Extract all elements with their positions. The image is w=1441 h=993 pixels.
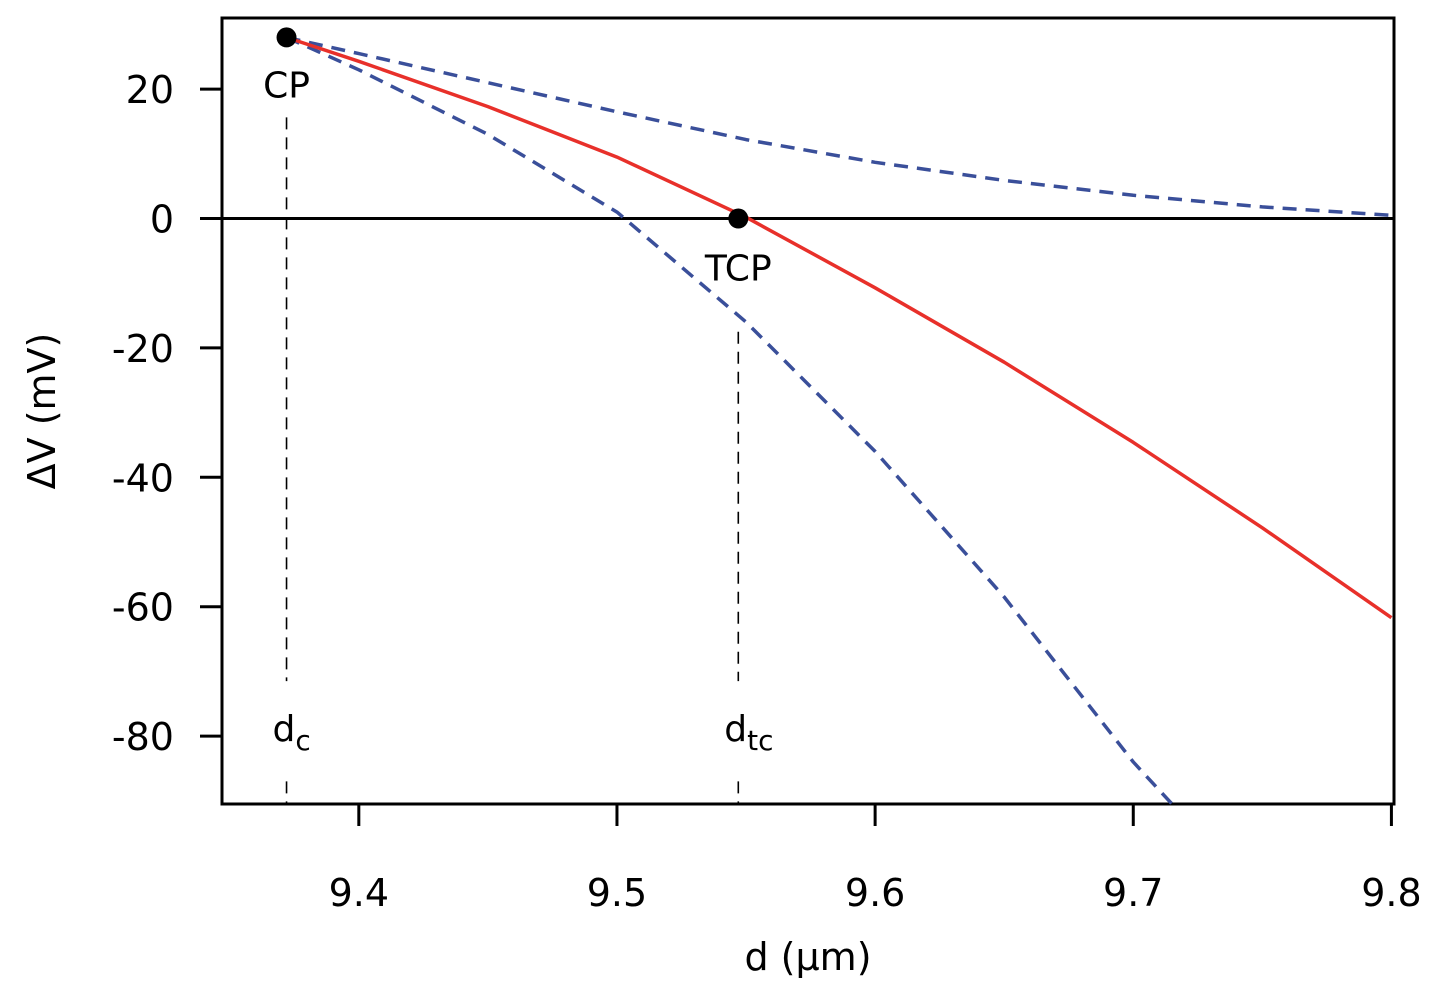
y-tick-label: -60 xyxy=(112,586,174,630)
x-axis-title: d (μm) xyxy=(744,935,871,979)
y-tick-label: 0 xyxy=(150,198,174,242)
y-tick-label: -80 xyxy=(112,715,174,759)
vline-label-main: d xyxy=(273,709,296,750)
y-tick-label: -20 xyxy=(112,327,174,371)
x-tick-label: 9.7 xyxy=(1103,871,1163,915)
y-axis-title: ΔV (mV) xyxy=(20,333,64,490)
series-line-lower-dashed xyxy=(285,35,1174,806)
x-tick-label: 9.8 xyxy=(1361,871,1421,915)
point-label-tcp: TCP xyxy=(704,249,772,290)
vline-label: dtc xyxy=(724,709,773,757)
point-label-cp: CP xyxy=(263,65,310,106)
series-line-upper-dashed xyxy=(286,35,1392,218)
plot-frame xyxy=(220,16,1396,806)
x-tick-label: 9.5 xyxy=(587,871,647,915)
point-cp xyxy=(276,27,297,48)
vline-label-main: d xyxy=(724,709,747,750)
vline-label-sub: c xyxy=(295,724,310,757)
x-tick-label: 9.4 xyxy=(329,871,389,915)
x-tick-label: 9.6 xyxy=(845,871,905,915)
vline-label: dc xyxy=(273,709,311,757)
y-tick-label: 20 xyxy=(126,68,174,112)
y-tick-label: -40 xyxy=(112,456,174,500)
series-line-solid xyxy=(285,35,1393,620)
vline-label-sub: tc xyxy=(747,724,773,757)
point-tcp xyxy=(728,208,749,229)
